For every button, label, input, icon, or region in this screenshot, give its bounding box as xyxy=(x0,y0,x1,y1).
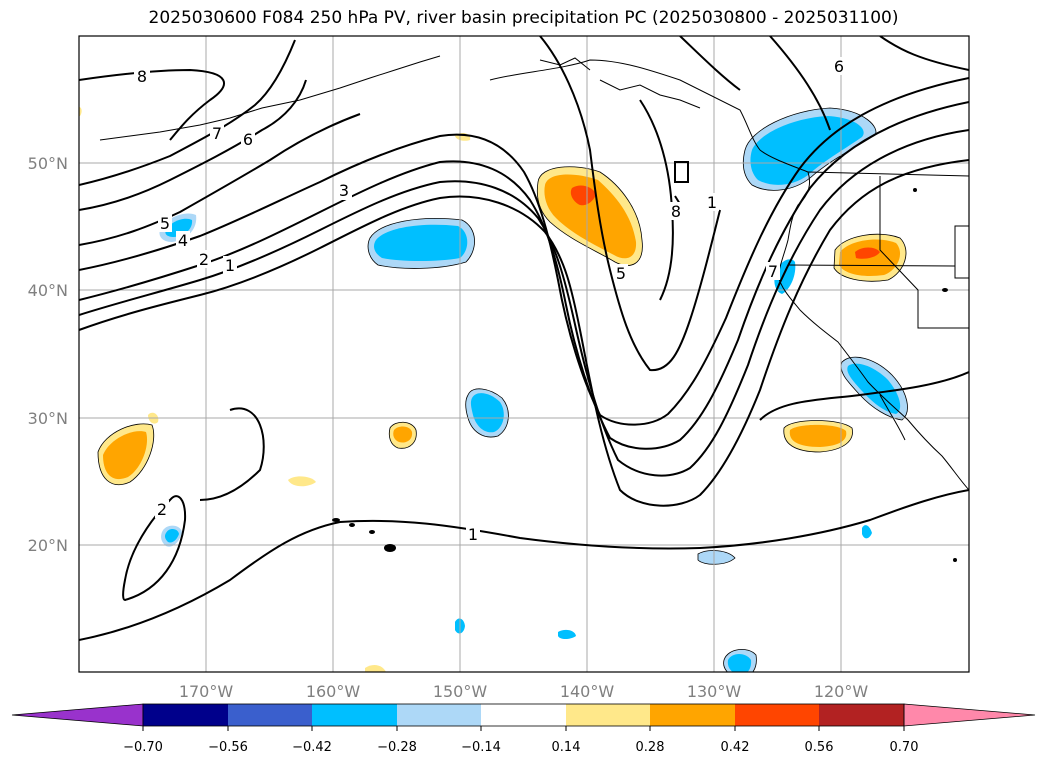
longitude-labels: 170°W 160°W 150°W 140°W 130°W 120°W xyxy=(179,682,869,701)
map-frame xyxy=(78,35,970,673)
colorbar-max-extend xyxy=(903,703,1036,727)
colorbar-tick-label: 0.42 xyxy=(721,740,750,755)
gridlines xyxy=(79,36,969,672)
lat-label: 50°N xyxy=(28,154,68,173)
contour-label: 5 xyxy=(616,264,626,283)
colorbar-tick-label: −0.56 xyxy=(208,740,248,755)
colorbar-tick-label: 0.70 xyxy=(890,740,919,755)
lon-label: 140°W xyxy=(560,682,615,701)
colorbar-tick-label: −0.28 xyxy=(377,740,417,755)
pv-contours xyxy=(79,36,969,641)
lon-label: 130°W xyxy=(687,682,742,701)
colorbar-tick-label: 0.14 xyxy=(552,740,581,755)
shade-positive-1-max xyxy=(570,185,596,206)
lon-label: 120°W xyxy=(814,682,869,701)
colorbar: −0.70 −0.56 −0.42 −0.28 −0.14 0.14 0.28 … xyxy=(11,703,1036,755)
shade-positive-1-core xyxy=(544,174,637,259)
contour-label: 8 xyxy=(137,67,147,86)
colorbar-segment xyxy=(397,704,481,726)
colorbar-min-extend xyxy=(11,703,144,727)
contour-label: 1 xyxy=(707,193,717,212)
shade-negative-2-core xyxy=(374,224,468,261)
lat-label: 40°N xyxy=(28,281,68,300)
colorbar-tick-label: 0.56 xyxy=(805,740,834,755)
coastlines xyxy=(99,55,969,491)
colorbar-segment xyxy=(312,704,397,726)
contour-label: 7 xyxy=(212,124,222,143)
contour-label: 8 xyxy=(671,202,681,221)
colorbar-tick-label: −0.14 xyxy=(461,740,501,755)
colorbar-tick-label: −0.70 xyxy=(123,740,163,755)
colorbar-segment xyxy=(143,704,228,726)
lon-label: 160°W xyxy=(306,682,361,701)
colorbar-tick-label: 0.28 xyxy=(636,740,665,755)
contour-label: 1 xyxy=(225,256,235,275)
colorbar-segment xyxy=(819,704,904,726)
lat-label: 30°N xyxy=(28,409,68,428)
colorbar-tick-label: −0.42 xyxy=(292,740,332,755)
colorbar-segment xyxy=(566,704,650,726)
contour-label: 4 xyxy=(178,231,188,250)
colorbar-segment xyxy=(735,704,819,726)
contour-label: 5 xyxy=(160,214,170,233)
contour-label: 2 xyxy=(199,250,209,269)
contour-label: 3 xyxy=(339,181,349,200)
contour-label-group: 8 7 6 5 4 3 2 1 5 6 8 7 1 2 1 xyxy=(134,57,846,544)
colorbar-segment xyxy=(650,704,735,726)
colorbar-segment xyxy=(228,704,312,726)
colorbar-segment xyxy=(481,704,566,726)
lat-label: 20°N xyxy=(28,536,68,555)
islands xyxy=(332,188,957,562)
lon-label: 170°W xyxy=(179,682,234,701)
contour-1-trough xyxy=(79,159,969,507)
contour-label: 7 xyxy=(768,262,778,281)
contour-label: 1 xyxy=(468,525,478,544)
latitude-labels: 50°N 40°N 30°N 20°N xyxy=(28,154,68,555)
lon-label: 150°W xyxy=(433,682,488,701)
contour-label: 6 xyxy=(243,130,253,149)
contour-label: 2 xyxy=(157,500,167,519)
contour-label: 6 xyxy=(834,57,844,76)
contour-1-west xyxy=(79,489,969,641)
map-title: 2025030600 F084 250 hPa PV, river basin … xyxy=(148,8,899,28)
